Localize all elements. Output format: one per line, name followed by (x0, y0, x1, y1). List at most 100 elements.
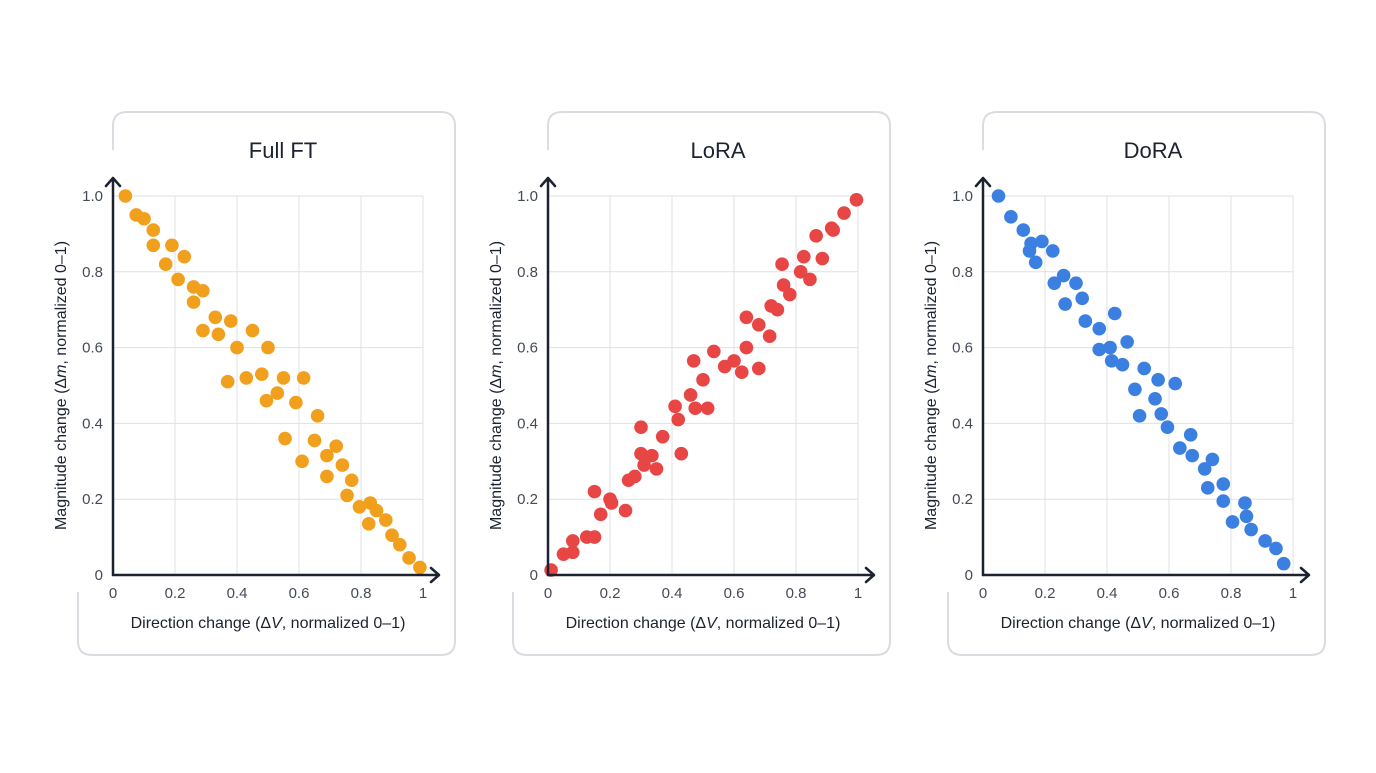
data-point (793, 265, 808, 279)
data-point (671, 412, 685, 427)
data-point (186, 295, 201, 309)
data-point (413, 560, 427, 575)
data-point (775, 257, 789, 272)
panel-card (77, 111, 456, 656)
y-tick-label: 0.2 (517, 491, 538, 508)
y-label-prefix: Magnitude change (Δ (923, 378, 940, 530)
data-point (1069, 276, 1083, 290)
data-point (752, 318, 766, 332)
data-point (634, 446, 648, 461)
data-point (158, 257, 173, 272)
data-point (1104, 354, 1119, 368)
panel-lora: LoRA 0 0.2 0.4 0.6 0.8 1 0 0.2 0.4 0.6 0.8 1.0 Direct… (488, 111, 891, 656)
data-point (700, 401, 715, 416)
data-point (1004, 210, 1018, 224)
data-point (1216, 477, 1231, 491)
data-point (809, 228, 823, 243)
data-point (335, 458, 350, 472)
data-point (379, 513, 393, 527)
data-point (1173, 441, 1187, 455)
y-tick-label: 0.8 (82, 264, 103, 281)
data-point (402, 551, 416, 565)
panel-title: LoRA (690, 138, 745, 163)
data-point (259, 393, 274, 408)
panel-title: DoRA (1124, 138, 1183, 163)
data-point (310, 409, 325, 423)
data-point (1148, 391, 1162, 406)
data-point (369, 503, 384, 518)
data-point (320, 448, 334, 463)
data-point (1078, 314, 1093, 328)
data-point (1022, 244, 1037, 258)
data-point (803, 272, 817, 287)
x-label-prefix: Direction change (Δ (1001, 615, 1142, 632)
x-label-var: V (271, 615, 283, 632)
data-point (208, 310, 223, 325)
data-point (727, 354, 741, 368)
data-point (1269, 541, 1283, 556)
data-point (340, 488, 354, 503)
data-point (1128, 382, 1142, 397)
x-label-var: V (706, 615, 718, 632)
x-tick-label: 0.8 (786, 585, 807, 602)
data-point (674, 446, 689, 461)
data-point (1225, 515, 1240, 529)
x-tick-label: 0.2 (600, 585, 621, 602)
data-point (361, 517, 376, 531)
data-point (604, 496, 619, 510)
data-point (1047, 276, 1062, 290)
data-point (1276, 556, 1291, 571)
data-point (1028, 255, 1043, 270)
x-tick-label: 0 (979, 585, 987, 602)
y-tick-label: 0.4 (517, 415, 538, 432)
data-point (118, 189, 133, 203)
y-tick-label: 0 (530, 567, 538, 584)
y-tick-label: 0.2 (952, 491, 973, 508)
y-tick-label: 1.0 (952, 188, 973, 205)
y-tick-label: 0.4 (952, 415, 973, 432)
y-tick-label: 0.2 (82, 491, 103, 508)
data-point (146, 223, 161, 237)
y-tick-label: 0.8 (517, 264, 538, 281)
x-tick-label: 0.6 (1159, 585, 1180, 602)
data-point (296, 371, 311, 385)
data-point (239, 371, 254, 385)
x-tick-label: 0.8 (1221, 585, 1242, 602)
data-point (270, 386, 285, 400)
y-tick-label: 0.6 (952, 340, 973, 357)
data-point (634, 420, 648, 434)
data-point (783, 287, 797, 302)
data-point (261, 340, 275, 355)
y-tick-label: 0.6 (82, 340, 103, 357)
data-point (826, 223, 840, 237)
data-point (1200, 481, 1215, 495)
data-point (1092, 321, 1107, 336)
data-point (289, 395, 303, 410)
y-axis-label: Magnitude change (Δm, normalized 0–1) (53, 241, 70, 530)
data-point (171, 272, 185, 287)
data-point (1151, 373, 1165, 387)
panel-full-ft: Full FT 0 0.2 0.4 0.6 0.8 1 0 0.2 0.4 0.6 0.8 1.0 Dir… (53, 111, 456, 656)
x-label-prefix: Direction change (Δ (131, 615, 272, 632)
data-point (1058, 297, 1072, 311)
data-point (230, 340, 244, 355)
data-point (707, 344, 721, 359)
x-tick-label: 1 (1289, 585, 1297, 602)
data-point (1197, 462, 1212, 476)
data-point (655, 429, 670, 444)
y-label-var: m (53, 365, 70, 378)
data-point (683, 388, 698, 402)
data-point (352, 499, 367, 514)
y-tick-label: 0.4 (82, 415, 103, 432)
data-point (1216, 494, 1231, 508)
data-point (1185, 448, 1200, 463)
data-point (837, 206, 851, 220)
data-point (1238, 496, 1252, 510)
data-point (1056, 268, 1071, 283)
x-tick-label: 1 (419, 585, 427, 602)
data-point (1205, 452, 1220, 467)
y-tick-label: 0.8 (952, 264, 973, 281)
data-point (1103, 340, 1117, 355)
x-label-prefix: Direction change (Δ (566, 615, 707, 632)
